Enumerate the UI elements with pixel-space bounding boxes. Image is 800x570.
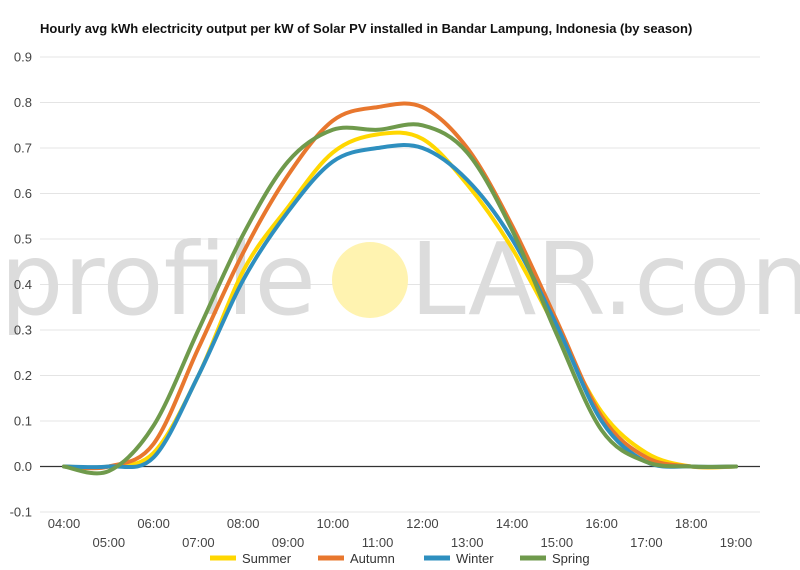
x-tick-label: 10:00 [317,516,350,531]
series-line-autumn [62,101,738,471]
watermark: profile LAR.com [0,221,800,338]
legend: Summer Autumn Winter Spring [210,551,590,566]
y-tick-label: 0.4 [14,277,32,292]
legend-label-spring: Spring [552,551,590,566]
chart-title: Hourly avg kWh electricity output per kW… [40,21,692,36]
y-tick-label: 0.7 [14,141,32,156]
legend-label-autumn: Autumn [350,551,395,566]
x-tick-label: 06:00 [137,516,170,531]
x-tick-label: 07:00 [182,535,215,550]
x-tick-label: 15:00 [541,535,574,550]
y-tick-label: 0.2 [14,368,32,383]
x-tick-label: 11:00 [362,535,394,550]
legend-label-winter: Winter [456,551,494,566]
x-tick-label: 17:00 [630,535,663,550]
y-axis-ticks: -0.1 0.0 0.1 0.2 0.3 0.4 0.5 0.6 0.7 0.8 0.9 [10,50,32,520]
y-tick-label: 0.1 [14,414,32,429]
x-tick-label: 16:00 [585,516,618,531]
x-tick-label: 18:00 [675,516,708,531]
y-tick-label: -0.1 [10,505,32,520]
series-line-spring [62,122,738,476]
x-tick-label: 08:00 [227,516,260,531]
series-lines [62,101,738,476]
x-tick-label: 13:00 [451,535,484,550]
x-axis-ticks: 04:00 05:00 06:00 07:00 08:00 09:00 10:00 11:00… [48,516,753,550]
y-tick-label: 0.5 [14,232,32,247]
x-tick-label: 14:00 [496,516,529,531]
x-tick-label: 05:00 [93,535,126,550]
x-tick-label: 12:00 [406,516,439,531]
series-line-winter [62,143,738,470]
watermark-sun-icon [332,242,408,318]
y-tick-label: 0.8 [14,95,32,110]
legend-label-summer: Summer [242,551,292,566]
y-tick-label: 0.9 [14,50,32,65]
watermark-text-right: LAR.com [410,221,800,338]
x-tick-label: 19:00 [720,535,753,550]
x-tick-label: 04:00 [48,516,81,531]
y-tick-label: 0.3 [14,323,32,338]
y-tick-label: 0.0 [14,459,32,474]
x-tick-label: 09:00 [272,535,305,550]
y-tick-label: 0.6 [14,186,32,201]
